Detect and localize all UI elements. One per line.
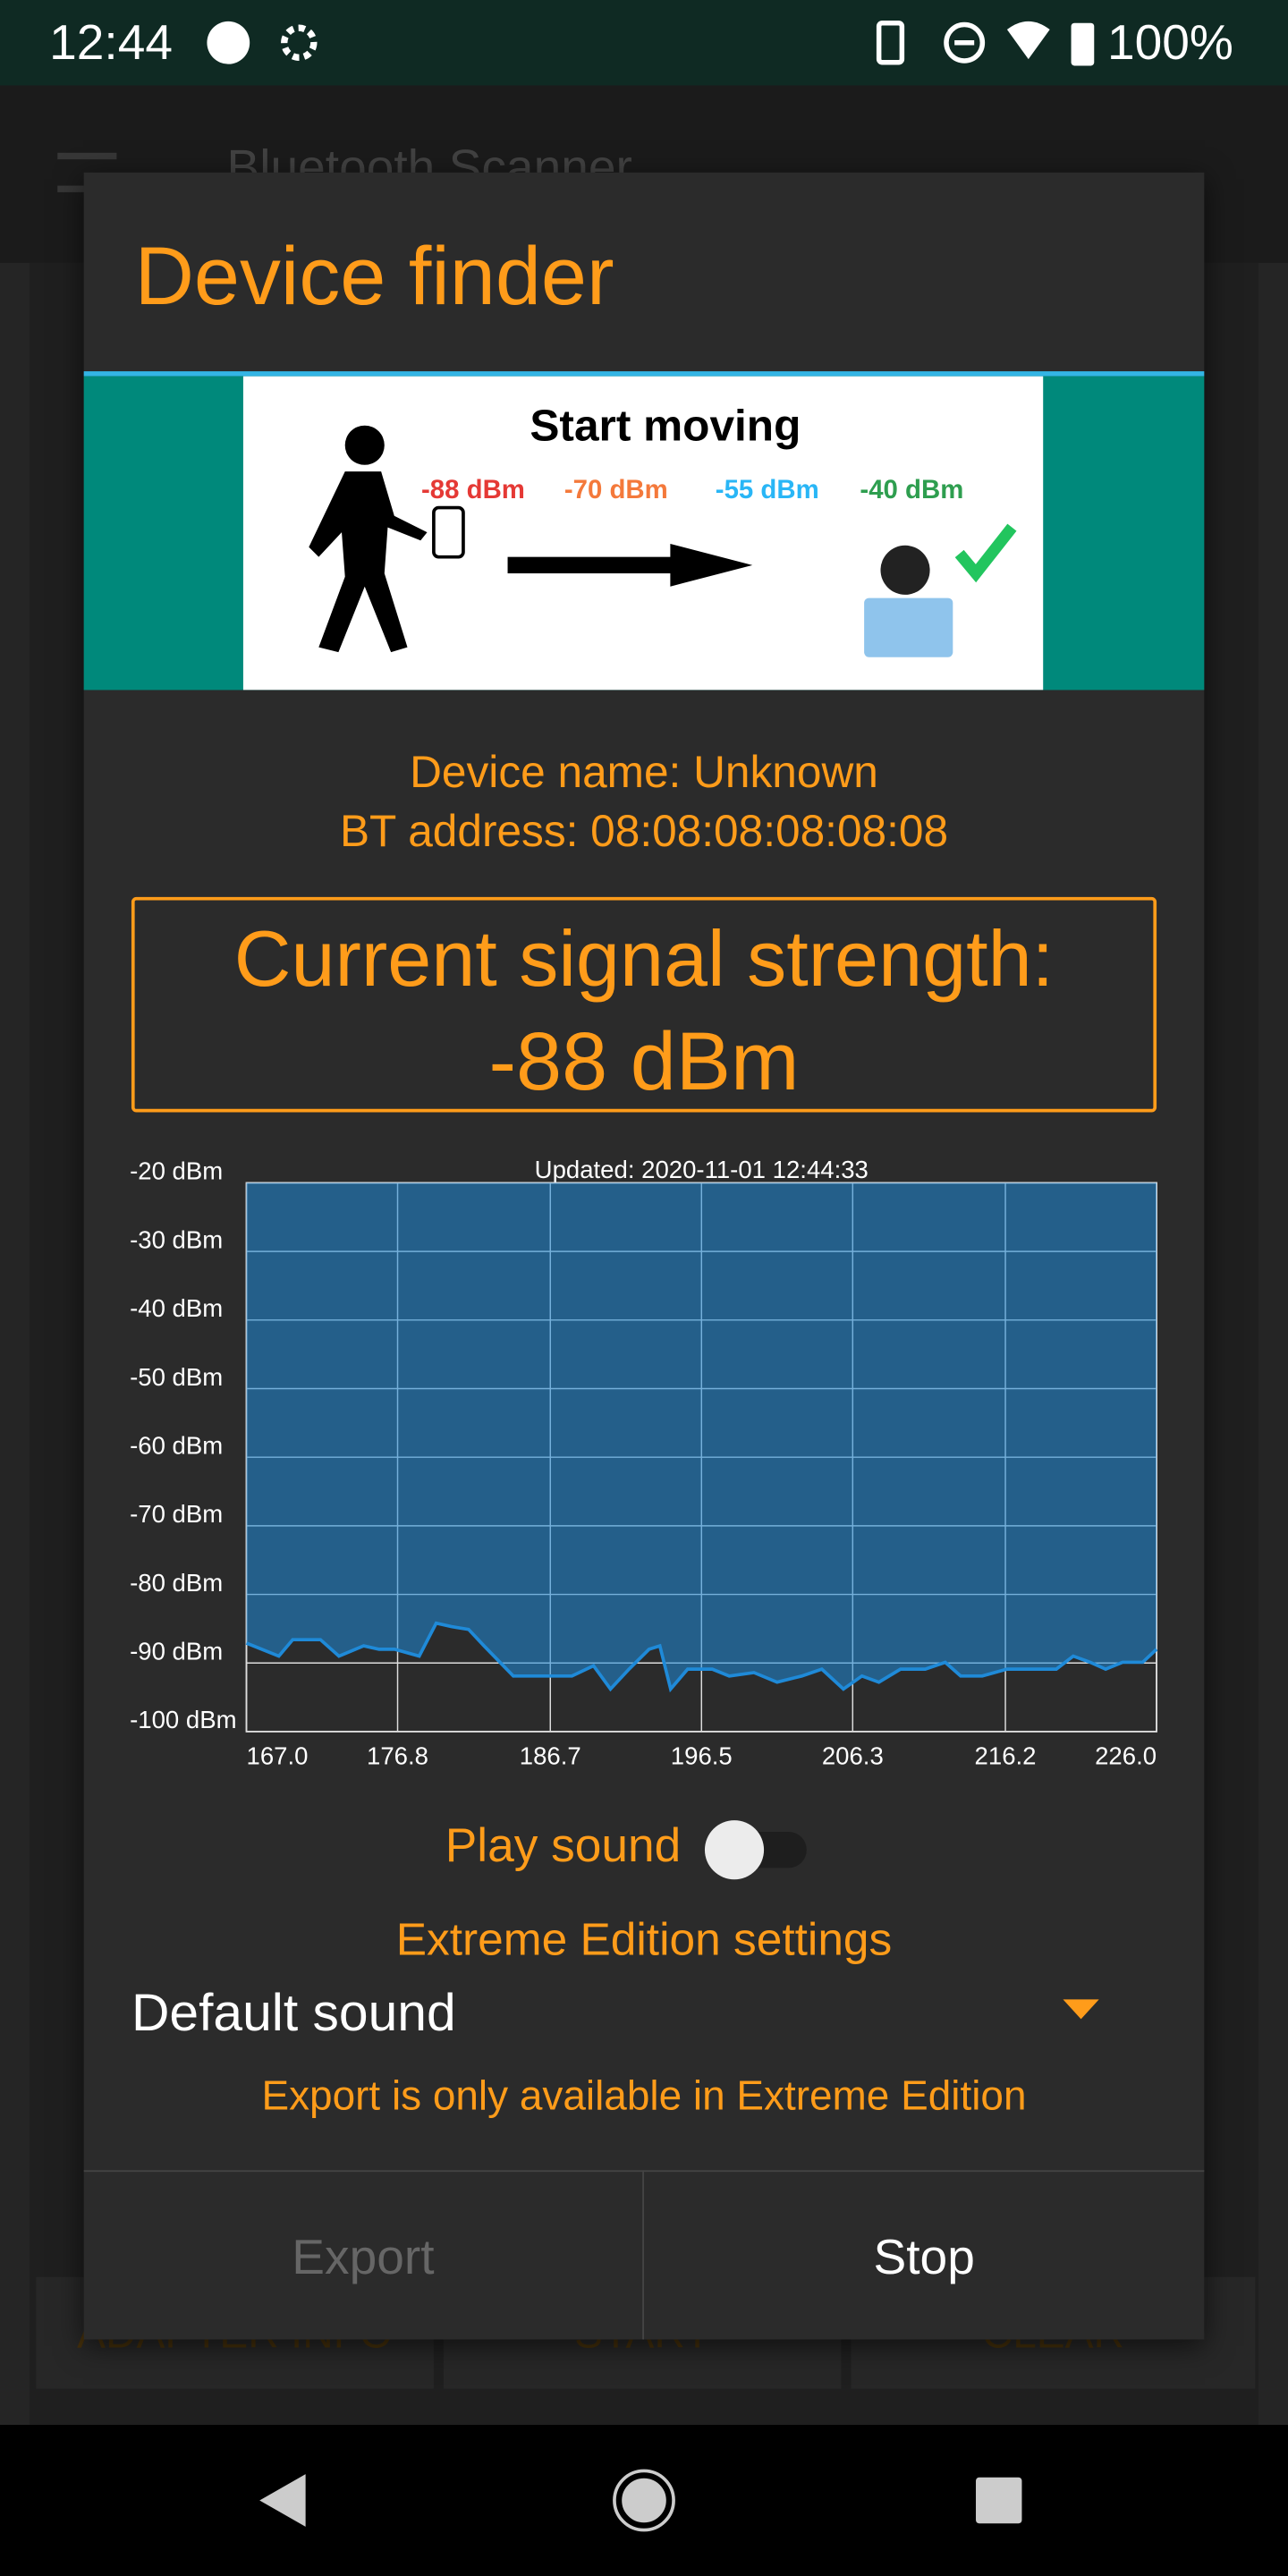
battery-percent: 100%: [1106, 16, 1233, 71]
x-tick-label: 186.7: [520, 1742, 581, 1770]
illustration-title: Start moving: [530, 400, 801, 450]
extreme-settings: Extreme Edition settings: [395, 1913, 893, 1965]
illustration: Start moving -88 dBm -70 dBm -55 dBm -40…: [242, 376, 1044, 691]
nav-back[interactable]: [259, 2474, 306, 2527]
device-name: Device name: Unknown: [410, 747, 878, 797]
y-tick-label: -100 dBm: [130, 1706, 236, 1733]
y-tick-label: -20 dBm: [130, 1157, 223, 1185]
y-tick-label: -50 dBm: [130, 1363, 223, 1391]
x-tick-label: 206.3: [822, 1742, 884, 1770]
signal-chart: Updated: 2020-11-01 12:44:33 -20 dBm -30 …: [130, 1156, 1158, 1770]
signal-value: -88 dBm: [488, 1015, 800, 1107]
export-button[interactable]: Export: [292, 2231, 435, 2285]
status-icons-right: [876, 20, 1095, 66]
x-tick-label: 176.8: [367, 1742, 428, 1770]
nav-recents[interactable]: [976, 2477, 1022, 2524]
x-tick-label: 216.2: [975, 1742, 1037, 1770]
dialog-title: Device finder: [134, 230, 614, 323]
signal-box: [131, 896, 1157, 1113]
signal-label: Current signal strength:: [233, 916, 1055, 1004]
chart-annotation: Updated: 2020-11-01 12:44:33: [535, 1156, 869, 1183]
y-tick-label: -70 dBm: [130, 1500, 223, 1528]
clock: 12:44: [49, 16, 174, 71]
level-label: -70 dBm: [564, 475, 668, 504]
divider: [83, 371, 1205, 377]
export-note: Export is only available in Extreme Edit…: [261, 2072, 1027, 2120]
area-fill: [246, 1182, 1157, 1690]
bt-address: BT address: 08:08:08:08:08:08: [339, 806, 949, 856]
dropdown-arrow[interactable]: [1063, 1999, 1099, 2022]
y-tick-label: -30 dBm: [130, 1225, 223, 1253]
x-tick-label: 167.0: [247, 1742, 309, 1770]
stop-button[interactable]: Stop: [873, 2231, 975, 2285]
x-tick-label: 226.0: [1095, 1742, 1157, 1770]
status-icons-left: [207, 21, 318, 64]
nav-home[interactable]: [616, 2473, 672, 2528]
y-tick-label: -60 dBm: [130, 1431, 223, 1459]
button-divider: [642, 2170, 645, 2340]
sound-dropdown[interactable]: Default sound: [131, 1982, 456, 2043]
x-tick-label: 196.5: [671, 1742, 733, 1770]
y-tick-label: -90 dBm: [130, 1637, 223, 1665]
area-line: [245, 1621, 1158, 1693]
play-sound-label: Play sound: [445, 1820, 682, 1873]
y-tick-label: -80 dBm: [130, 1569, 223, 1597]
play-sound-toggle[interactable]: [704, 1820, 807, 1880]
level-label: -88 dBm: [421, 475, 525, 504]
level-label: -40 dBm: [860, 475, 963, 504]
nav-buttons: [259, 2469, 1022, 2532]
button-divider: [83, 2170, 1205, 2173]
y-tick-label: -40 dBm: [130, 1294, 223, 1322]
level-label: -55 dBm: [716, 475, 819, 504]
